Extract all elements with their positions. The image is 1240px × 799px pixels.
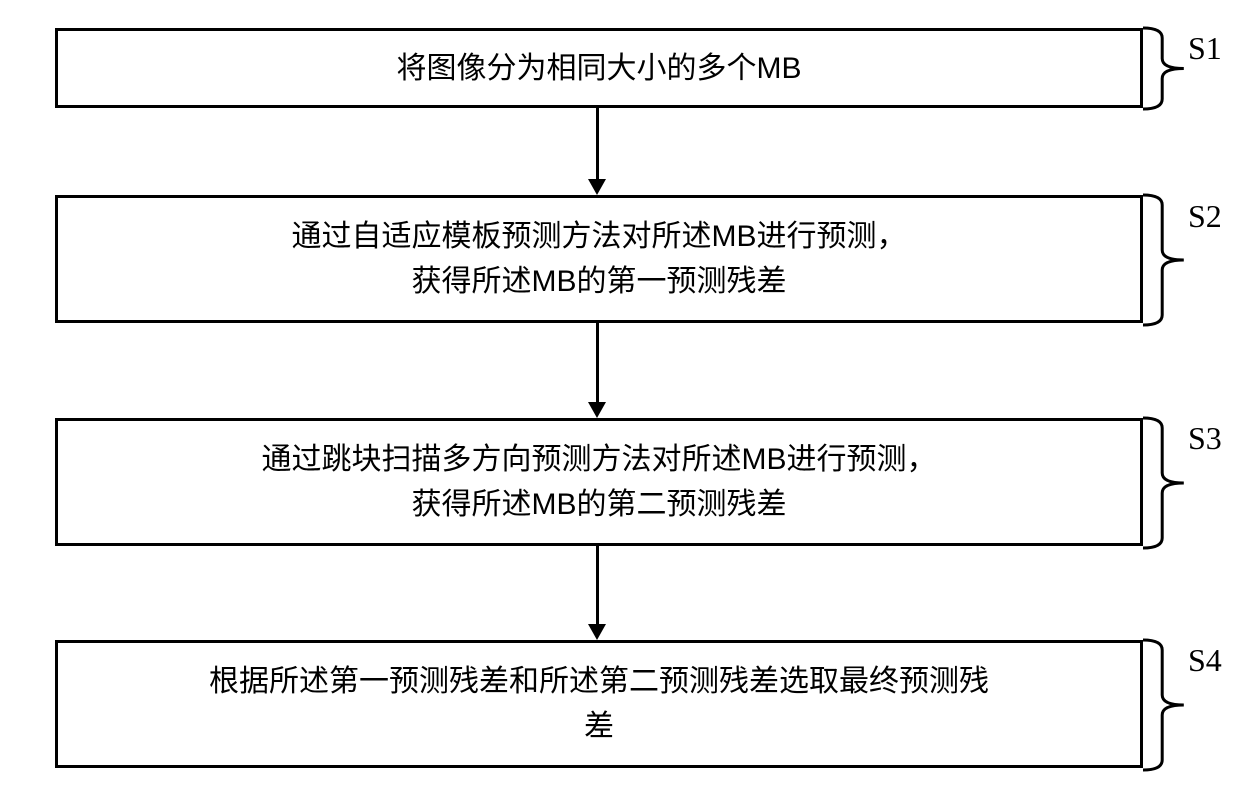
step-box-s2: 通过自适应模板预测方法对所述MB进行预测， 获得所述MB的第一预测残差	[55, 195, 1143, 323]
step-text-s2: 通过自适应模板预测方法对所述MB进行预测， 获得所述MB的第一预测残差	[292, 214, 907, 304]
arrow-head-1	[588, 402, 606, 418]
arrow-head-2	[588, 624, 606, 640]
step-text-s3: 通过跳块扫描多方向预测方法对所述MB进行预测， 获得所述MB的第二预测残差	[262, 437, 937, 527]
arrow-line-1	[596, 323, 599, 402]
step-box-s3: 通过跳块扫描多方向预测方法对所述MB进行预测， 获得所述MB的第二预测残差	[55, 418, 1143, 546]
step-box-s1: 将图像分为相同大小的多个MB	[55, 28, 1143, 108]
bracket-s1	[1143, 26, 1191, 111]
bracket-s2	[1143, 193, 1191, 327]
step-box-s4: 根据所述第一预测残差和所述第二预测残差选取最终预测残 差	[55, 640, 1143, 768]
bracket-s3	[1143, 416, 1191, 550]
arrow-head-0	[588, 179, 606, 195]
step-label-s3: S3	[1188, 420, 1222, 457]
bracket-s4	[1143, 638, 1191, 772]
step-label-s1: S1	[1188, 30, 1222, 67]
arrow-line-2	[596, 546, 599, 624]
step-label-s2: S2	[1188, 198, 1222, 235]
step-label-s4: S4	[1188, 642, 1222, 679]
step-text-s1: 将图像分为相同大小的多个MB	[397, 46, 802, 91]
arrow-line-0	[596, 108, 599, 179]
step-text-s4: 根据所述第一预测残差和所述第二预测残差选取最终预测残 差	[209, 659, 989, 749]
